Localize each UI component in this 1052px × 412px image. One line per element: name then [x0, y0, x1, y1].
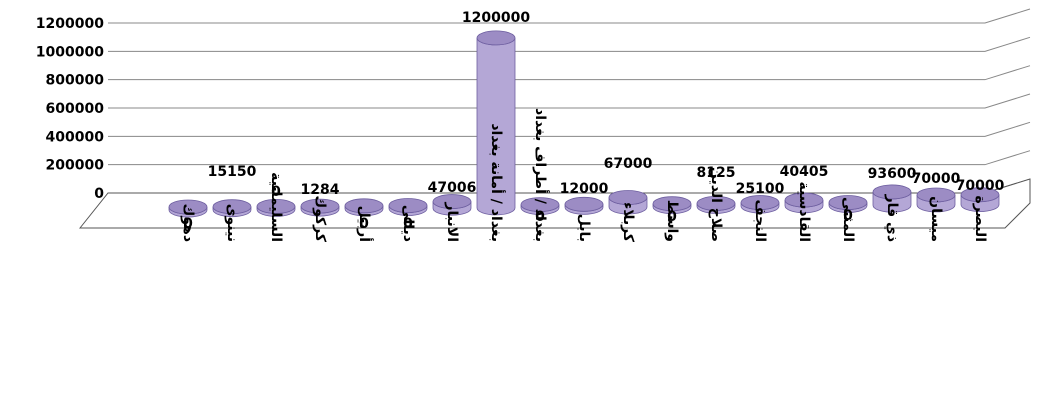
bar-top: [828, 195, 868, 210]
bar-top: [740, 195, 780, 210]
bar-top: [476, 30, 516, 46]
category-label: صلاح الدين: [708, 167, 724, 242]
bar-top: [432, 194, 472, 209]
y-tick-label: 1000000: [36, 44, 104, 60]
data-label: 25100: [736, 181, 785, 197]
bar-top: [564, 196, 604, 212]
category-label-layer: دهوك نينوى السليمانية كركوك أربيل ديالى الانبا…: [180, 108, 988, 243]
category-label: كربلاء: [620, 202, 636, 243]
bar-top: [520, 197, 560, 213]
data-label: 0: [403, 216, 413, 232]
category-label: الانبار: [444, 201, 460, 242]
bar-top: [344, 198, 384, 214]
y-tick-label: 1200000: [36, 16, 104, 32]
y-tick-label: 200000: [46, 158, 105, 174]
category-label: القادسية: [796, 181, 812, 242]
data-label: 40405: [780, 164, 829, 180]
category-label: المثنى: [840, 197, 856, 242]
data-label: 1200000: [462, 10, 530, 26]
category-label: السليمانية: [268, 172, 284, 242]
gridline: [108, 65, 1031, 81]
y-axis-ticks: 0 200000 400000 600000 800000 1000000 1200000: [36, 16, 104, 202]
bar-top: [784, 192, 824, 208]
data-label: 0: [183, 216, 193, 232]
bar-top: [916, 187, 956, 203]
data-label: 0: [271, 184, 281, 200]
y-tick-label: 800000: [46, 73, 105, 89]
category-label: بابل: [576, 214, 592, 242]
bar-layer: [168, 30, 1000, 218]
bar-top: [696, 195, 736, 211]
category-label: بغداد / أطراف بغداد: [532, 108, 550, 242]
y-tick-label: 0: [94, 186, 104, 202]
category-label: ديالى: [400, 205, 416, 242]
category-label: واسط: [664, 200, 680, 242]
data-label: 15150: [208, 164, 257, 180]
y-tick-label: 400000: [46, 129, 105, 145]
category-label: النجف: [752, 199, 768, 242]
bar-top: [872, 184, 912, 200]
category-label: ذي قار: [883, 194, 900, 242]
data-label: 70000: [956, 178, 1005, 194]
category-label: بغداد / أمانة بغداد: [488, 123, 506, 242]
bar-top: [168, 199, 208, 215]
data-label: 8125: [697, 165, 736, 181]
data-label: 0: [535, 209, 545, 225]
gridline: [108, 93, 1031, 109]
category-label: كركوك: [312, 195, 328, 242]
gridline: [108, 150, 1031, 166]
data-label: 0: [843, 208, 853, 224]
bar-top: [608, 190, 648, 205]
gridline: [108, 8, 1031, 24]
data-label: 70000: [912, 171, 961, 187]
gridline: [108, 121, 1031, 137]
bar-top: [256, 198, 296, 214]
data-label-layer: 0 15150 0 1284 0 0 47006 1200000 0 12000 67000 0 812…: [183, 10, 1004, 232]
gridline: [108, 36, 1031, 52]
bar-top: [388, 198, 428, 213]
data-label: 1284: [301, 182, 340, 198]
data-label: 0: [359, 216, 369, 232]
bar-top: [300, 198, 340, 214]
category-label: البصرة: [972, 195, 988, 242]
category-label: ميسان: [928, 196, 944, 242]
data-label: 47006: [428, 180, 477, 196]
category-label: أربيل: [356, 206, 374, 242]
data-label: 93600: [868, 166, 917, 182]
bar-top: [652, 196, 692, 212]
data-label: 12000: [560, 181, 609, 197]
data-label: 0: [667, 209, 677, 225]
y-tick-label: 600000: [46, 101, 105, 117]
data-label: 67000: [604, 156, 653, 172]
bar-top: [212, 199, 252, 215]
bar-top: [960, 187, 1000, 203]
category-label: دهوك: [180, 204, 196, 243]
category-label: نينوى: [224, 204, 240, 242]
